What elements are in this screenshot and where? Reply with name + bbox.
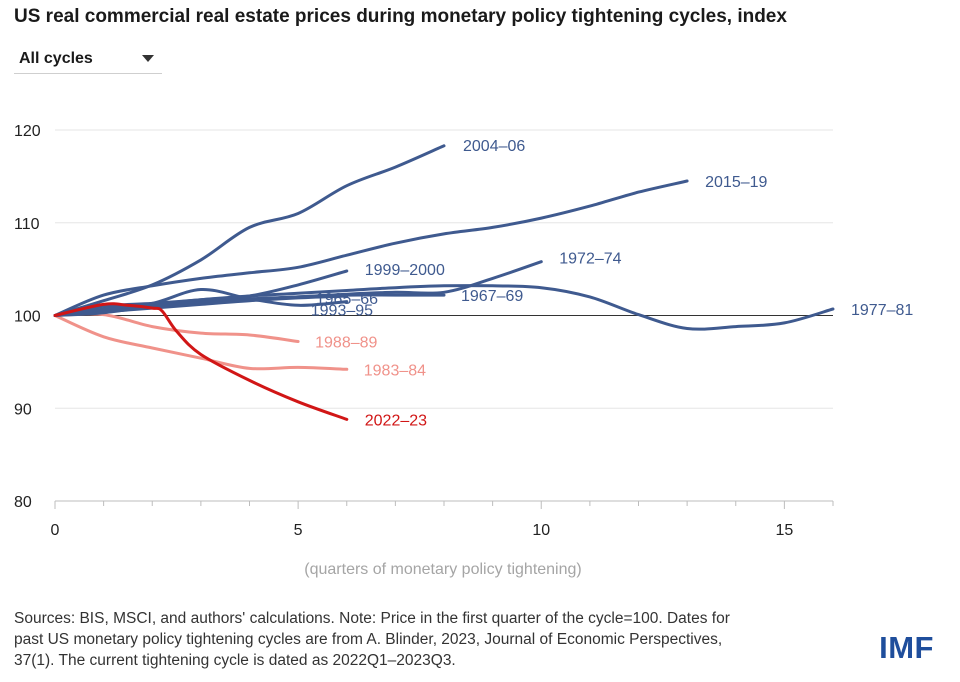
caret-down-icon (142, 55, 154, 62)
series-label-1993-95: 1993–95 (311, 303, 373, 320)
series-label-2022-23: 2022–23 (365, 412, 427, 429)
footnote: Sources: BIS, MSCI, and authors' calcula… (14, 608, 844, 671)
series-label-1983-84: 1983–84 (364, 362, 426, 379)
x-tick-label: 0 (51, 522, 60, 539)
footnote-line-1: Sources: BIS, MSCI, and authors' calcula… (14, 610, 730, 627)
y-tick-label: 90 (14, 401, 32, 418)
chart-title: US real commercial real estate prices du… (14, 6, 787, 27)
axes: 80 90 100 110 120 0 5 10 15 (14, 123, 834, 539)
footnote-line-2: past US monetary policy tightening cycle… (14, 631, 723, 648)
x-axis-label: (quarters of monetary policy tightening) (304, 561, 581, 578)
series-line-2022-23[interactable] (53, 302, 349, 421)
x-tick-label: 10 (532, 522, 550, 539)
series-label-1999-2000: 1999–2000 (365, 262, 445, 279)
cycle-filter-dropdown[interactable]: All cycles (14, 44, 162, 74)
imf-logo: IMF (879, 630, 934, 665)
series-line-1988-89[interactable] (53, 312, 300, 343)
series-line-2015-19[interactable] (53, 179, 689, 317)
series-line-1993-95[interactable] (53, 287, 349, 317)
y-tick-label: 100 (14, 309, 41, 326)
series-line-2004-06[interactable] (53, 144, 446, 317)
series-line-1983-84[interactable] (53, 314, 349, 371)
series-line-1965-66[interactable] (53, 294, 349, 317)
y-tick-label: 120 (14, 123, 41, 140)
series-label-1967-69: 1967–69 (461, 288, 523, 305)
series-labels: 1977–81 2004–06 2015–19 1972–74 1999–2000 196… (311, 138, 914, 430)
footnote-line-3: 37(1). The current tightening cycle is d… (14, 652, 456, 669)
y-tick-label: 110 (14, 216, 40, 233)
chart: 80 90 100 110 120 0 5 10 15 1977–81 2004–06 2015–1… (14, 123, 914, 578)
x-tick-label: 15 (775, 522, 793, 539)
y-tick-label: 80 (14, 494, 32, 511)
series-label-1988-89: 1988–89 (315, 334, 377, 351)
series-label-2004-06: 2004–06 (463, 138, 525, 155)
series-label-2015-19: 2015–19 (705, 174, 767, 191)
series-lines (53, 144, 835, 421)
series-label-1972-74: 1972–74 (559, 251, 621, 268)
cycle-filter-value: All cycles (19, 50, 93, 67)
series-line-1999-2000[interactable] (53, 269, 349, 317)
x-tick-label: 5 (294, 522, 303, 539)
series-label-1977-81: 1977–81 (851, 302, 913, 319)
series-label-1965-66: 1965–66 (316, 291, 378, 308)
